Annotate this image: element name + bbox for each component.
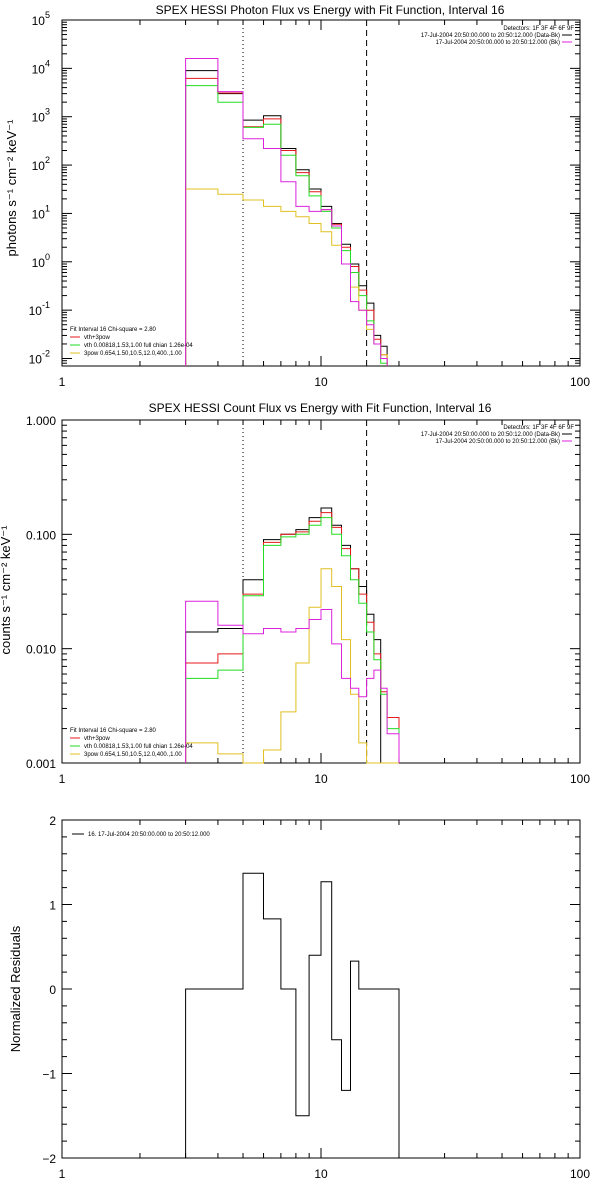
photon-fit-label-3pow: 3pow 0.654,1.50,10.5,12.0,400.,1.00 [84,351,182,357]
residuals-legend-label: 16. 17-Jul-2004 20:50:00.000 to 20:50:12… [88,832,210,838]
photon-fit-interval-label: Fit Interval 16 Chi-square = 2.80 [70,327,157,333]
count-fit-legend: Fit Interval 16 Chi-square = 2.80 vth+3p… [70,728,193,758]
photon-y-tick-exp: -2 [42,349,50,359]
count-fit-label-3pow: 3pow 0.654,1.50,10.5,12.0,400.,1.00 [84,752,182,758]
photon-y-tick-exp: 3 [45,107,50,117]
photon-x-tick-label: 100 [570,375,590,389]
residuals-y-tick-label: 0 [49,983,56,997]
photon-series-bk [185,58,388,366]
photon-series [185,58,388,366]
photon-flux-panel: SPEX HESSI Photon Flux vs Energy with Fi… [4,3,590,389]
count-x-tick-label: 10 [314,772,328,786]
photon-y-tick-base: 10 [32,14,46,28]
residuals-y-tick-label: −2 [42,1152,56,1166]
photon-y-tick-label: 10-2 [29,349,50,367]
residuals-y-tick-label: −1 [42,1068,56,1082]
photon-series-data-bk [185,70,388,366]
photon-y-tick-base: 10 [32,256,46,270]
photon-y-tick-label: 102 [32,155,50,173]
photon-y-tick-exp: 2 [45,155,50,165]
photon-series-vth [185,85,388,366]
residuals-series [185,872,400,1158]
photon-x-tick-label: 10 [314,375,328,389]
count-flux-panel: SPEX HESSI Count Flux vs Energy with Fit… [0,401,590,786]
photon-y-tick-exp: 0 [45,252,50,262]
photon-fit-legend: Fit Interval 16 Chi-square = 2.80 vth+3p… [70,327,193,357]
photon-series-3pow [185,188,388,366]
photon-y-tick-exp: 4 [45,58,50,68]
photon-y-tick-label: 104 [32,58,50,76]
residuals-y-tick-label: 2 [49,814,56,828]
residuals-legend: 16. 17-Jul-2004 20:50:00.000 to 20:50:12… [72,832,210,838]
photon-y-tick-base: 10 [32,207,46,221]
count-header-data-bk: 17-Jul-2004 20:50:00.000 to 20:50:12.000… [421,432,560,438]
photon-y-tick-label: 101 [32,203,50,221]
photon-y-tick-exp: 5 [45,10,50,20]
count-x-tick-label: 100 [570,772,590,786]
residuals-series-residuals [185,872,400,1158]
photon-y-axis-label: photons s⁻¹ cm⁻² keV⁻¹ [4,119,19,257]
photon-x-tick-label: 1 [59,375,66,389]
count-header-bk: 17-Jul-2004 20:50:00.000 to 20:50:12.000… [436,439,560,445]
residuals-panel: 1 10 100 −2 −1 0 1 2 Normalized Residuals 16. 1… [8,814,590,1181]
count-y-tick-label: 0.001 [26,757,56,771]
photon-y-tick-exp: -1 [42,300,50,310]
residuals-axes: 1 10 100 −2 −1 0 1 2 [42,814,590,1181]
photon-chart-title: SPEX HESSI Photon Flux vs Energy with Fi… [156,3,505,17]
photon-y-tick-base: 10 [32,159,46,173]
count-series-3pow [185,568,399,764]
count-fit-label-vth: vth 0.00818,1.53,1.00 full chian 1.26e-0… [84,744,193,750]
count-series-bk [185,600,400,763]
count-fit-interval-label: Fit Interval 16 Chi-square = 2.80 [70,728,157,734]
count-y-axis-label: counts s⁻¹ cm⁻² keV⁻¹ [0,525,13,655]
residuals-y-axis-label: Normalized Residuals [8,925,23,1052]
residuals-x-tick-label: 10 [314,1167,328,1181]
photon-y-tick-base: 10 [32,62,46,76]
photon-y-tick-label: 100 [32,252,50,270]
count-chart-title: SPEX HESSI Count Flux vs Energy with Fit… [149,401,492,415]
count-series-vth [185,517,400,763]
count-y-tick-label: 1.000 [26,414,56,428]
residuals-x-tick-label: 100 [570,1167,590,1181]
photon-detectors-label: Detectors: 1F 3F 4F 6F 9F [503,26,574,32]
count-y-tick-label: 0.010 [26,643,56,657]
count-series-data-bk [185,507,382,763]
photon-y-tick-label: 103 [32,107,50,125]
photon-fit-label-vth: vth 0.00818,1.53,1.00 full chian 1.26e-0… [84,343,193,349]
photon-fit-label-vth3pow: vth+3pow [84,335,111,341]
count-x-tick-label: 1 [59,772,66,786]
photon-y-tick-base: 10 [29,304,43,318]
photon-header-data-bk: 17-Jul-2004 20:50:00.000 to 20:50:12.000… [421,33,560,39]
photon-y-tick-base: 10 [32,111,46,125]
residuals-plot-frame [61,819,581,1159]
count-header: Detectors: 1F 3F 4F 6F 9F 17-Jul-2004 20… [421,425,574,445]
residuals-y-tick-label: 1 [49,899,56,913]
count-series [185,507,400,764]
residuals-x-tick-label: 1 [59,1167,66,1181]
count-detectors-label: Detectors: 1F 3F 4F 6F 9F [503,425,574,431]
photon-header-bk: 17-Jul-2004 20:50:00.000 to 20:50:12.000… [436,40,560,46]
count-fit-label-vth3pow: vth+3pow [84,736,111,742]
photon-y-tick-label: 10-1 [29,300,50,318]
photon-series-vth-3pow [185,77,388,366]
photon-y-tick-exp: 1 [45,203,50,213]
photon-header: Detectors: 1F 3F 4F 6F 9F 17-Jul-2004 20… [421,26,574,46]
count-y-tick-label: 0.100 [26,528,56,542]
photon-y-tick-label: 105 [32,10,50,28]
photon-y-tick-base: 10 [29,353,43,367]
